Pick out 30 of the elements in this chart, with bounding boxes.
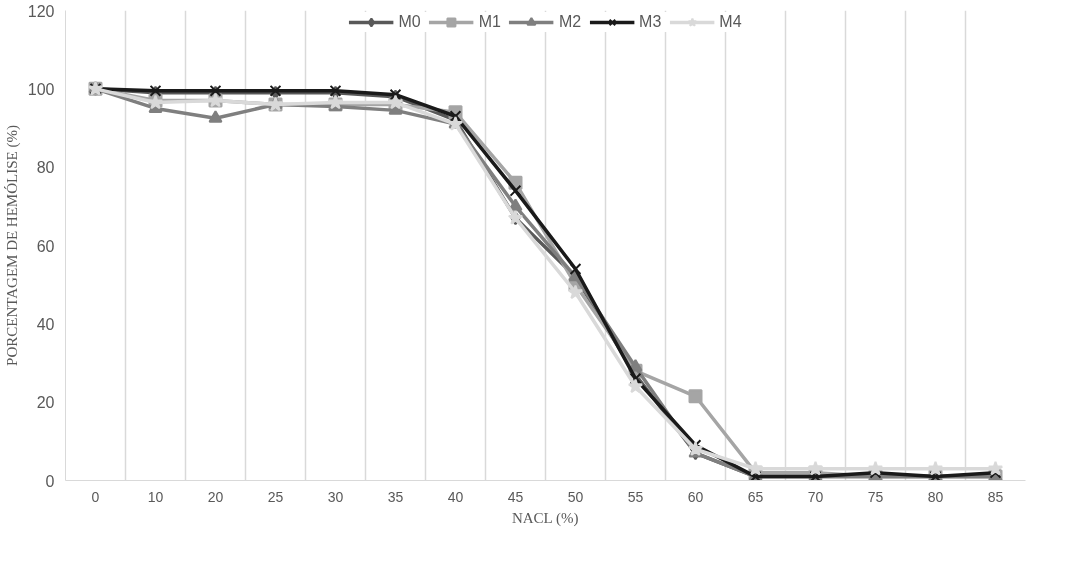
x-tick-label: 80 bbox=[927, 488, 944, 505]
y-tick-label: 120 bbox=[27, 2, 55, 20]
x-tick-label: 70 bbox=[807, 488, 824, 505]
x-tick-label: 65 bbox=[747, 488, 764, 505]
x-tick-label: 10 bbox=[147, 488, 164, 505]
y-axis-title: PORCENTAGEM DE HEMÓLISE (%) bbox=[3, 125, 21, 366]
x-tick-label: 35 bbox=[387, 488, 404, 505]
legend-label: M2 bbox=[558, 13, 582, 31]
x-tick-label: 30 bbox=[327, 488, 344, 505]
x-tick-label: 0 bbox=[91, 488, 100, 505]
legend-label: M0 bbox=[398, 13, 421, 31]
legend-label: M4 bbox=[719, 13, 742, 31]
y-tick-label: 100 bbox=[27, 80, 55, 98]
x-tick-label: 55 bbox=[627, 488, 644, 505]
x-axis-title: NACL (%) bbox=[511, 509, 579, 527]
y-tick-label: 60 bbox=[36, 237, 55, 255]
y-tick-label: 20 bbox=[36, 394, 55, 412]
x-tick-label: 40 bbox=[447, 488, 464, 505]
x-tick-label: 45 bbox=[507, 488, 524, 505]
legend-label: M3 bbox=[639, 13, 662, 31]
y-tick-label: 80 bbox=[36, 159, 55, 177]
x-tick-label: 75 bbox=[867, 488, 884, 505]
x-tick-label: 50 bbox=[567, 488, 584, 505]
x-tick-label: 60 bbox=[687, 488, 704, 505]
x-tick-label: 25 bbox=[267, 488, 284, 505]
y-tick-label: 0 bbox=[45, 472, 55, 490]
y-tick-label: 40 bbox=[36, 315, 55, 333]
legend-label: M1 bbox=[478, 13, 501, 31]
x-tick-label: 20 bbox=[207, 488, 224, 505]
x-tick-label: 85 bbox=[987, 488, 1004, 505]
